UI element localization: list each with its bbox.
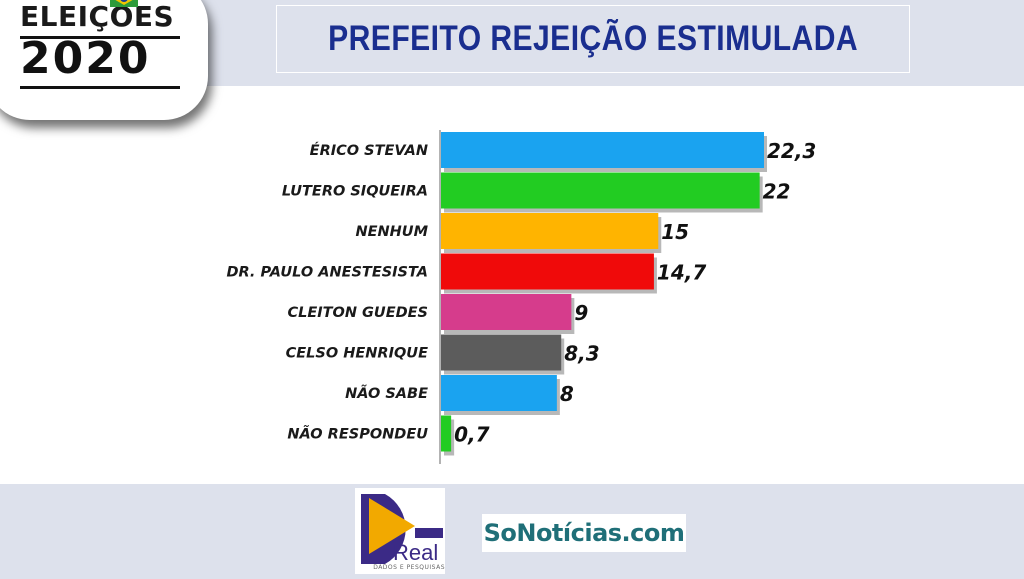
- bar: [441, 213, 659, 249]
- category-label: ÉRICO STEVAN: [310, 142, 428, 159]
- real-pesquisas-logo: Real DADOS E PESQUISAS: [355, 488, 445, 574]
- category-label: NENHUM: [355, 224, 428, 240]
- elections-badge: ELEIÇÕES 2020: [0, 0, 208, 120]
- badge-rule-top: [20, 36, 180, 39]
- sonoticias-logo: SoNotícias.com: [482, 514, 686, 552]
- real-logo-mark: [361, 494, 443, 564]
- bar: [441, 375, 557, 411]
- badge-title: ELEIÇÕES: [20, 0, 175, 33]
- bar: [441, 172, 760, 209]
- badge-year: 2020: [20, 33, 151, 84]
- real-logo-subtitle: DADOS E PESQUISAS: [373, 564, 445, 571]
- sonoticias-logo-text: SoNotícias.com: [483, 519, 685, 547]
- bar: [441, 253, 654, 290]
- category-label: NÃO SABE: [345, 385, 428, 402]
- category-label: CLEITON GUEDES: [287, 305, 428, 321]
- category-label: LUTERO SIQUEIRA: [282, 184, 428, 200]
- category-label: NÃO RESPONDEU: [287, 426, 428, 443]
- category-label: CELSO HENRIQUE: [286, 346, 428, 362]
- value-label: 9: [574, 301, 588, 325]
- bar: [441, 334, 562, 371]
- value-label: 22,3: [767, 139, 816, 163]
- value-label: 22: [763, 180, 791, 204]
- value-label: 14,7: [657, 261, 706, 285]
- bar: [441, 294, 572, 330]
- value-label: 15: [661, 220, 689, 244]
- chart-title: PREFEITO REJEIÇÃO ESTIMULADA: [328, 19, 858, 58]
- real-logo-word: Real: [393, 540, 439, 565]
- brazil-flag-icon: [110, 0, 138, 7]
- value-label: 8,3: [564, 342, 599, 366]
- badge-rule-bottom: [20, 86, 180, 89]
- bar: [441, 415, 452, 452]
- bar: [441, 132, 764, 168]
- chart-title-box: PREFEITO REJEIÇÃO ESTIMULADA: [276, 5, 910, 73]
- value-label: 8: [560, 382, 574, 406]
- value-label: 0,7: [454, 423, 490, 447]
- category-label: DR. PAULO ANESTESISTA: [226, 265, 428, 281]
